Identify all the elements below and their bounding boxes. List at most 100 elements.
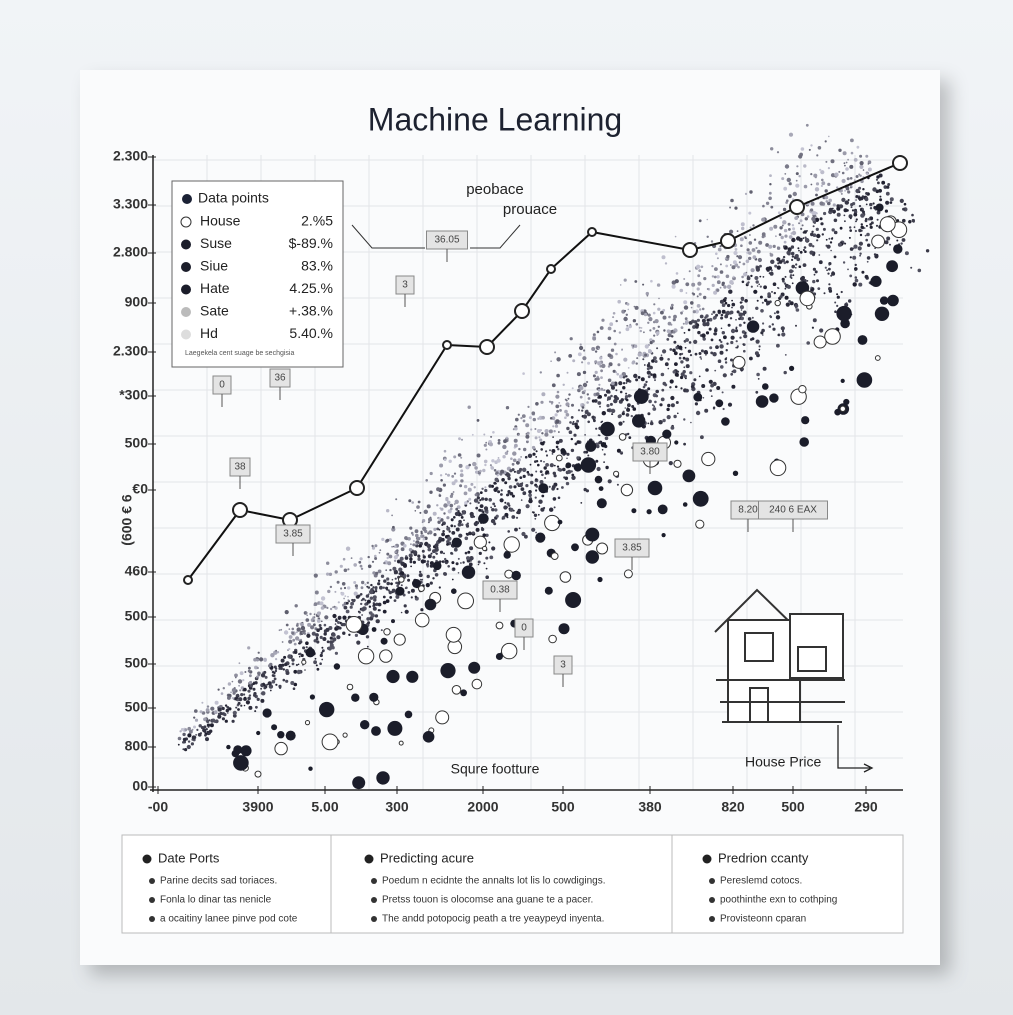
dot [455,527,460,532]
dot [305,641,309,645]
dot [844,200,849,205]
dot [831,237,834,239]
dot [616,448,621,453]
dot [828,267,831,271]
dot [663,329,666,332]
dot [606,408,611,412]
dot [393,633,406,646]
dot [647,362,651,365]
dot [268,664,272,668]
dot [816,154,819,157]
dot [859,161,864,166]
dot [861,270,865,274]
dot [874,247,876,250]
dot [653,334,656,337]
dot [519,470,522,473]
dot [557,467,561,472]
dot [824,266,827,269]
dot [600,376,603,379]
dot [288,665,291,668]
dot [556,487,559,491]
dot [903,202,907,206]
dot [497,439,501,442]
dot [855,175,859,178]
dot [764,298,768,303]
dot [421,534,425,538]
dot [311,631,316,636]
dot [711,275,715,278]
tag: 3 [560,660,566,671]
dot [682,370,686,374]
dot [825,160,828,163]
dot [471,678,483,690]
dot [584,410,589,415]
dot [412,550,418,555]
dot [643,312,648,317]
dot [274,741,288,756]
dot [884,209,889,213]
tag: 8.20 [738,505,758,516]
dot [567,469,572,474]
dot [811,230,814,233]
dot [467,487,472,492]
dot [904,251,909,256]
dot [438,528,441,531]
dot [757,257,763,263]
dot [240,745,252,757]
dot [453,503,456,505]
dot [811,326,815,329]
dot [712,352,717,357]
dot [385,586,389,590]
dot [429,561,434,566]
dot [836,204,840,208]
dot [217,707,222,712]
dot [789,249,792,252]
y-tick-label: 2.300 [113,343,148,359]
dot [772,244,776,248]
house-icon [714,588,845,723]
dot [390,582,393,586]
dot [195,734,198,736]
dot [231,719,235,723]
dot [558,438,563,443]
dot [298,653,300,656]
dot [871,234,885,249]
dot [695,410,701,416]
dot [575,425,580,430]
dot [672,330,676,334]
dot [370,583,373,587]
dot [710,240,714,243]
dot [776,151,780,154]
dot [841,197,846,202]
dot [547,472,550,475]
dot [549,463,554,468]
dot [855,188,860,194]
dot [528,416,532,420]
dot [434,543,439,548]
dot [429,564,434,568]
dot [408,499,412,503]
dot [193,716,196,719]
x-tick-label: 380 [638,799,662,815]
dot [722,373,727,378]
dot [788,194,792,199]
dot [752,255,757,260]
dot [419,511,422,514]
dot [701,307,705,311]
dot [582,370,587,375]
dot [506,450,509,453]
dot [399,556,404,561]
dot [534,496,537,499]
panel-frame [121,834,904,934]
dot [305,646,308,649]
dot [834,408,841,416]
dot [328,572,333,576]
dot [304,669,306,671]
dot [577,409,581,412]
dot [840,192,843,195]
dot [418,585,425,592]
dot [708,327,712,331]
dot [275,649,277,652]
dot [481,497,485,501]
dot [858,204,862,208]
